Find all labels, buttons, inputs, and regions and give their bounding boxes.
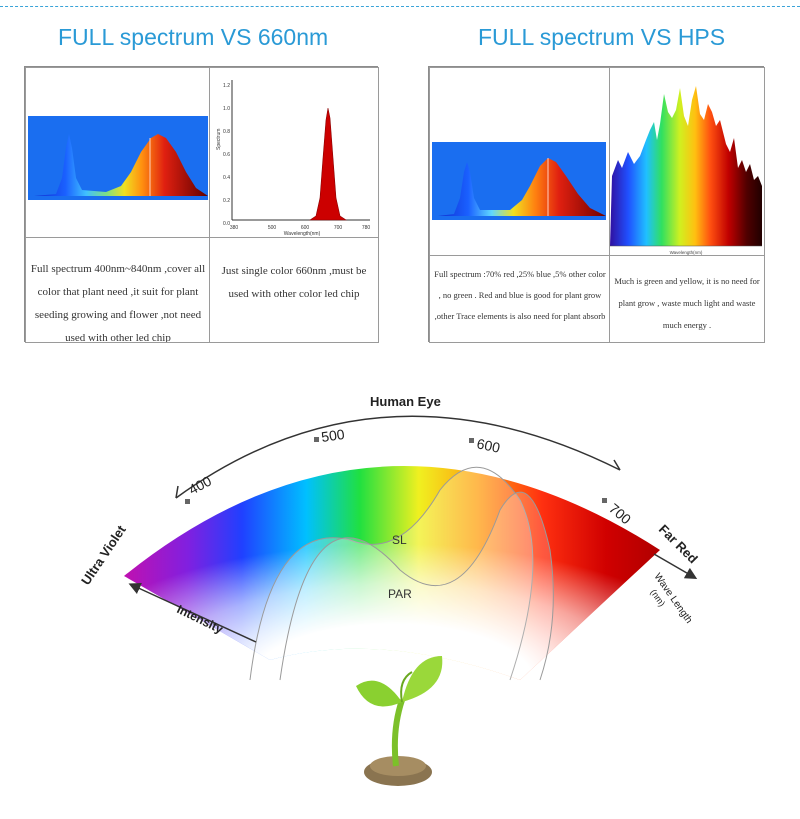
full-spectrum-caption-2: Full spectrum :70% red ,25% blue ,5% oth…: [434, 269, 606, 321]
heading-full-vs-660: FULL spectrum VS 660nm: [58, 24, 329, 50]
light-spectrum-fan-diagram: SL PAR Human Eye 400 500 600 700 Ultra V…: [80, 394, 701, 786]
human-eye-bracket: [175, 415, 621, 499]
660nm-graph-cell: Spectrum 0.0 0.2 0.4 0.6 0.8 1.0 1.2 380…: [209, 67, 379, 239]
ytick-3: 0.6: [223, 152, 230, 158]
ytick-0: 0.0: [223, 221, 230, 227]
xtick-2: 600: [301, 225, 310, 231]
intensity-arrow: [128, 583, 257, 643]
ytick-2: 0.4: [223, 175, 230, 181]
hps-graph-cell: Wavelength(nm): [609, 67, 765, 257]
660nm-caption-cell: Just single color 660nm ,must be used wi…: [209, 237, 379, 343]
top-dashed-divider: [0, 6, 800, 7]
full-spectrum-caption: Full spectrum 400nm~840nm ,cover all col…: [30, 263, 206, 343]
seedling-image: [356, 656, 443, 786]
full-spectrum-graph: [28, 116, 208, 200]
hps-xlabel: Wavelength(nm): [670, 250, 703, 255]
660nm-spectrum-chart: Spectrum 0.0 0.2 0.4 0.6 0.8 1.0 1.2 380…: [216, 80, 371, 237]
full-spectrum-caption-cell: Full spectrum 400nm~840nm ,cover all col…: [25, 237, 211, 343]
660-chart-xlabel: Wavelength(nm): [284, 231, 321, 237]
sl-curve: [249, 466, 534, 681]
ytick-4: 0.8: [223, 129, 230, 135]
660nm-caption: Just single color 660nm ,must be used wi…: [221, 265, 367, 300]
ultra-violet-label: Ultra Violet: [80, 522, 129, 588]
wavelength-arrow: [653, 553, 698, 580]
660-chart-axes: [231, 80, 370, 221]
ytick-6: 1.2: [223, 83, 230, 89]
full-spectrum-graph-cell-2: [429, 67, 611, 257]
par-curve: [279, 491, 554, 681]
xtick-4: 780: [362, 225, 371, 231]
660nm-peak: [309, 107, 347, 221]
xtick-3: 700: [334, 225, 343, 231]
ytick-1: 0.2: [223, 198, 230, 204]
hps-spectrum-chart: Wavelength(nm): [610, 86, 762, 255]
human-eye-label: Human Eye: [370, 394, 441, 409]
sl-label: SL: [392, 533, 407, 547]
660-chart-ylabel: Spectrum: [216, 129, 222, 150]
full-spectrum-graph-2: [432, 142, 606, 220]
tick-500: 500: [320, 426, 346, 445]
ytick-5: 1.0: [223, 106, 230, 112]
comparison-panel-hps: Wavelength(nm) Full spectrum :70% red ,2…: [428, 66, 765, 343]
hps-caption-cell: Much is green and yellow, it is no need …: [609, 255, 765, 343]
full-spectrum-caption-cell-2: Full spectrum :70% red ,25% blue ,5% oth…: [429, 255, 611, 343]
full-spectrum-graph-cell: [25, 67, 211, 239]
tick-600: 600: [475, 435, 501, 456]
comparison-panel-660: Spectrum 0.0 0.2 0.4 0.6 0.8 1.0 1.2 380…: [24, 66, 379, 343]
hps-caption: Much is green and yellow, it is no need …: [614, 276, 760, 330]
xtick-1: 500: [268, 225, 277, 231]
par-label: PAR: [388, 587, 412, 601]
spectrum-fan-fade: [124, 466, 660, 680]
xtick-0: 380: [230, 225, 239, 231]
heading-full-vs-hps: FULL spectrum VS HPS: [478, 24, 726, 50]
